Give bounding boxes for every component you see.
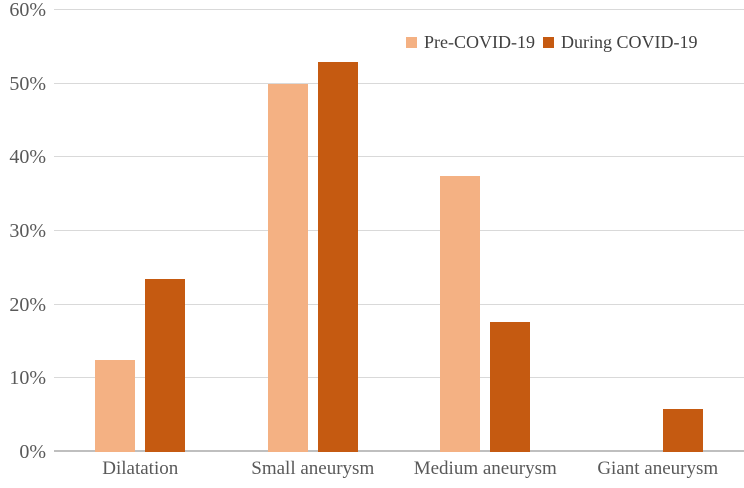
bar-group [572,10,744,452]
legend-item-pre-covid: Pre-COVID-19 [406,31,535,53]
y-tick-label: 60% [9,0,46,21]
legend-label-during-covid: During COVID-19 [560,32,698,52]
bar [95,359,136,452]
legend-item-during-covid: During COVID-19 [542,31,698,53]
y-tick-label: 10% [9,367,46,390]
bar [490,322,531,452]
bar-group [54,10,227,452]
y-tick-label: 20% [9,293,46,316]
legend: Pre-COVID-19 During COVID-19 [406,31,697,53]
gridline [54,9,744,10]
plot-area [54,9,744,452]
y-tick-label: 40% [9,146,46,169]
gridline [54,82,744,84]
legend-swatch-during-covid-icon [542,36,554,48]
gridline [54,230,744,231]
bar-groups [54,10,744,452]
x-tick-label: Dilatation [102,458,179,479]
x-axis: Dilatation Small aneurysm Medium aneurysm G… [54,452,744,488]
y-tick-label: 0% [19,441,46,463]
bar [440,175,481,452]
legend-label-pre-covid: Pre-COVID-19 [424,32,535,52]
bar [317,62,358,452]
y-tick-label: 50% [9,72,46,95]
bar-group [399,10,572,452]
bar [145,278,186,452]
legend-swatch-pre-covid-icon [406,36,417,48]
gridline [54,156,744,158]
x-tick-label: Medium aneurysm [413,458,557,479]
bar [267,83,308,452]
bar [662,408,703,452]
x-tick-label: Giant aneurysm [597,458,719,479]
x-axis-baseline [54,450,744,452]
y-axis: 0% 10% 20% 30% 40% 50% 60% [0,0,54,462]
gridline [54,303,744,305]
y-tick-label: 30% [9,220,46,242]
gridline [54,377,744,379]
x-tick-label: Small aneurysm [251,458,375,479]
bar-group [227,10,400,452]
